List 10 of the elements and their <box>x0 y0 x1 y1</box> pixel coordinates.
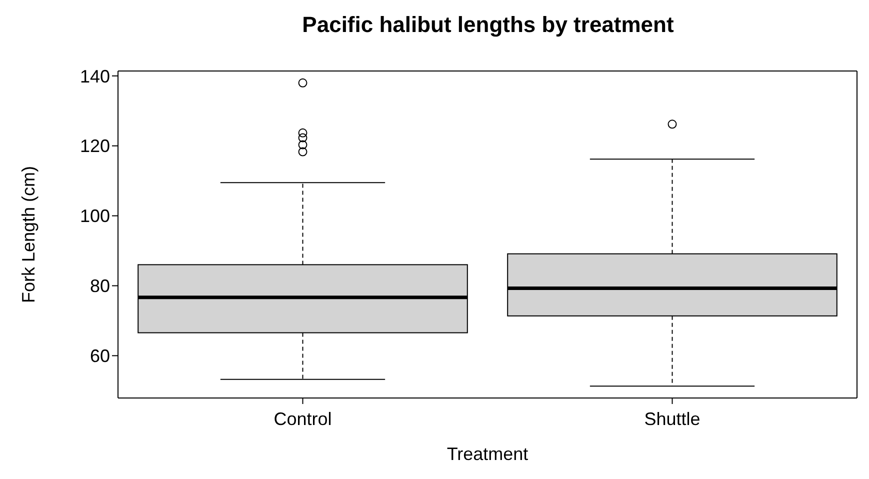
y-axis-title: Fork Length (cm) <box>18 166 38 304</box>
x-tick-label: Control <box>274 408 332 429</box>
y-tick-label: 80 <box>90 276 110 296</box>
y-tick-label: 140 <box>80 66 110 86</box>
x-tick-label: Shuttle <box>644 408 700 429</box>
y-tick-label: 100 <box>80 206 110 226</box>
y-tick-label: 120 <box>80 136 110 156</box>
chart-title: Pacific halibut lengths by treatment <box>301 12 675 38</box>
y-tick-label: 60 <box>90 346 110 366</box>
x-axis-title: Treatment <box>446 444 528 464</box>
